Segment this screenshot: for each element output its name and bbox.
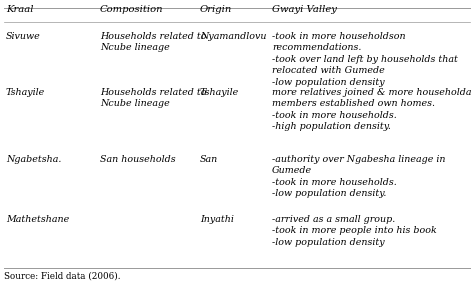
Text: Kraal: Kraal <box>6 5 34 14</box>
Text: Mathetshane: Mathetshane <box>6 215 69 224</box>
Text: Tshayile: Tshayile <box>6 88 45 97</box>
Text: San households: San households <box>100 155 176 164</box>
Text: more relatives joined & more householda
members established own homes.
-took in : more relatives joined & more householda … <box>272 88 472 131</box>
Text: Source: Field data (2006).: Source: Field data (2006). <box>4 272 120 281</box>
Text: -arrived as a small group.
-took in more people into his book
-low population de: -arrived as a small group. -took in more… <box>272 215 437 247</box>
Text: Origin: Origin <box>200 5 232 14</box>
Text: Tshayile: Tshayile <box>200 88 239 97</box>
Text: Composition: Composition <box>100 5 164 14</box>
Text: San: San <box>200 155 218 164</box>
Text: Nyamandlovu: Nyamandlovu <box>200 32 266 41</box>
Text: Inyathi: Inyathi <box>200 215 234 224</box>
Text: Ngabetsha.: Ngabetsha. <box>6 155 61 164</box>
Text: Gwayi Valley: Gwayi Valley <box>272 5 337 14</box>
Text: -authority over Ngabesha lineage in
Gumede
-took in more households.
-low popula: -authority over Ngabesha lineage in Gume… <box>272 155 446 198</box>
Text: Households related to
Ncube lineage: Households related to Ncube lineage <box>100 32 207 52</box>
Text: -took in more householdson
recommendations.
-took over land left by households t: -took in more householdson recommendatio… <box>272 32 458 87</box>
Text: Sivuwe: Sivuwe <box>6 32 41 41</box>
Text: Households related to
Ncube lineage: Households related to Ncube lineage <box>100 88 207 108</box>
